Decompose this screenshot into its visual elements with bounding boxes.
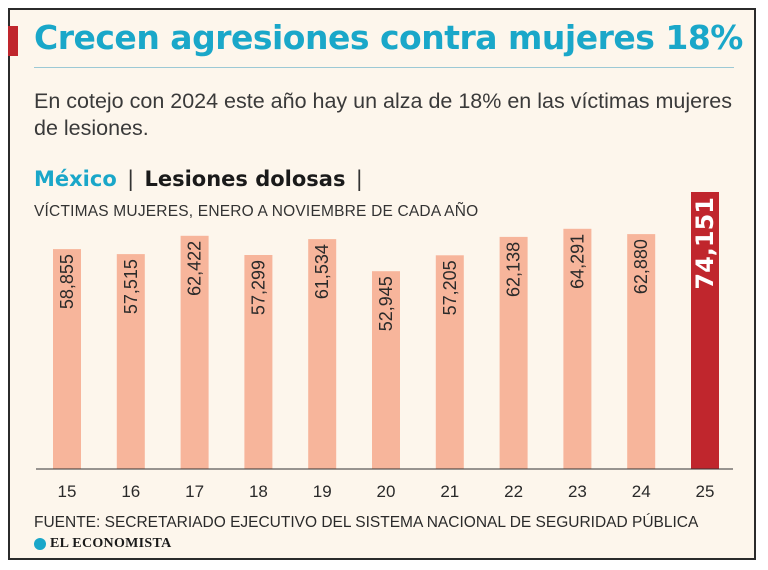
x-tick-label-20: 20 xyxy=(377,482,396,501)
topic-label: Lesiones dolosas xyxy=(144,167,346,191)
x-tick-label-16: 16 xyxy=(121,482,140,501)
bar-18 xyxy=(244,255,273,469)
x-tick-label-18: 18 xyxy=(249,482,268,501)
infographic-title: Crecen agresiones contra mujeres 18% xyxy=(34,18,743,57)
x-tick-label-15: 15 xyxy=(58,482,77,501)
bar-value-label-24: 62,880 xyxy=(631,239,651,294)
section-heading: México | Lesiones dolosas | xyxy=(34,167,366,191)
bar-value-label-20: 52,945 xyxy=(376,276,396,331)
bar-value-label-16: 57,515 xyxy=(121,259,141,314)
region-label: México xyxy=(34,167,117,191)
bar-group: 58,855 57,515 62,422 57,299 61,534 52,945 57,2… xyxy=(53,192,719,469)
section-separator: | xyxy=(127,167,135,191)
bar-22 xyxy=(499,236,528,469)
brand-name: EL ECONOMISTA xyxy=(50,536,172,551)
bar-value-label-15: 58,855 xyxy=(57,254,77,309)
x-tick-label-24: 24 xyxy=(632,482,651,501)
infographic-subtitle: En cotejo con 2024 este año hay un alza … xyxy=(34,89,732,140)
bar-16 xyxy=(116,254,145,469)
bar-value-label-25: 74,151 xyxy=(691,197,719,290)
x-tick-label-17: 17 xyxy=(185,482,204,501)
bar-24 xyxy=(627,234,656,469)
bar-value-label-18: 57,299 xyxy=(248,260,268,315)
source-note: FUENTE: SECRETARIADO EJECUTIVO DEL SISTE… xyxy=(34,514,699,531)
bar-23 xyxy=(563,228,592,469)
bar-20 xyxy=(372,271,400,469)
x-tick-label-21: 21 xyxy=(440,482,459,501)
x-tick-label-25: 25 xyxy=(696,482,715,501)
bar-17 xyxy=(180,235,209,469)
title-divider xyxy=(34,67,734,68)
bar-value-label-23: 64,291 xyxy=(567,234,587,289)
bar-value-label-17: 62,422 xyxy=(185,241,205,296)
brand-globe-icon xyxy=(34,538,46,550)
bar-25 xyxy=(691,192,719,469)
bar-21 xyxy=(435,255,464,469)
bar-value-label-22: 62,138 xyxy=(504,242,524,297)
section-trailing-separator: | xyxy=(355,167,363,191)
x-tick-label-19: 19 xyxy=(313,482,332,501)
bar-value-label-19: 61,534 xyxy=(312,244,332,299)
brand-logo: EL ECONOMISTA xyxy=(34,536,172,552)
series-label: VÍCTIMAS MUJERES, ENERO A NOVIEMBRE DE C… xyxy=(34,203,479,220)
bar-15 xyxy=(53,249,81,469)
x-axis-ticks: 15 16 17 18 19 20 21 22 23 24 25 xyxy=(58,482,715,501)
x-tick-label-23: 23 xyxy=(568,482,587,501)
title-accent-bar xyxy=(8,26,18,56)
bar-value-label-21: 57,205 xyxy=(440,260,460,315)
bar-19 xyxy=(308,239,337,469)
x-tick-label-22: 22 xyxy=(504,482,523,501)
